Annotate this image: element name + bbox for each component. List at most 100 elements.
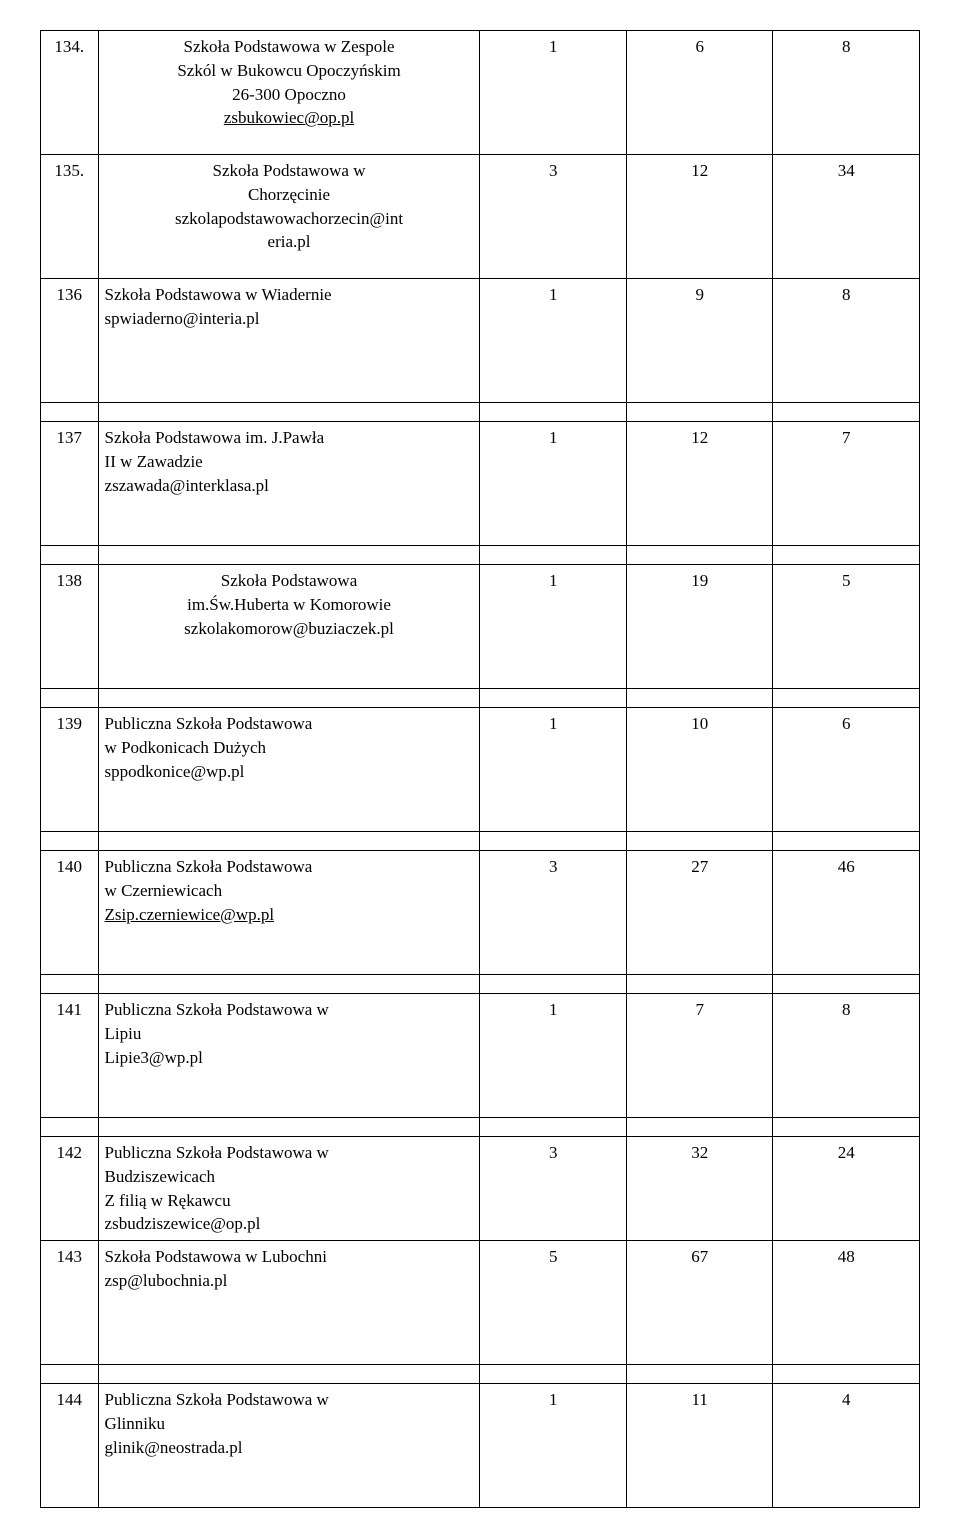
table-row: 139Publiczna Szkoła Podstawowaw Podkonic… [41,708,920,832]
value-a: 5 [480,1241,627,1365]
school-name-line: spwiaderno@interia.pl [105,307,474,331]
school-name-cell: Publiczna Szkoła Podstawowa wLipiuLipie3… [98,994,480,1118]
value-a: 3 [480,155,627,279]
school-name-line: w Podkonicach Dużych [105,736,474,760]
value-a: 1 [480,1384,627,1508]
value-b: 11 [626,1384,773,1508]
school-name-line: Szkoła Podstawowa w Wiadernie [105,283,474,307]
school-name-line: w Czerniewicach [105,879,474,903]
school-name-cell: Szkoła Podstawowa w Wiaderniespwiaderno@… [98,279,480,403]
table-row: 136Szkoła Podstawowa w Wiaderniespwiader… [41,279,920,403]
table-row: 135.Szkoła Podstawowa wChorzęcinieszkola… [41,155,920,279]
value-c: 46 [773,851,920,975]
page-container: 134.Szkoła Podstawowa w ZespoleSzkól w B… [0,0,960,1538]
value-c: 7 [773,422,920,546]
gap-row [41,975,920,994]
school-name-line: szkolapodstawowachorzecin@int [105,207,474,231]
school-name-line: Publiczna Szkoła Podstawowa w [105,998,474,1022]
school-name-line: zszawada@interklasa.pl [105,474,474,498]
table-row: 138Szkoła Podstawowaim.Św.Huberta w Komo… [41,565,920,689]
school-name-cell: Publiczna Szkoła Podstawowaw Podkonicach… [98,708,480,832]
school-name-line: eria.pl [105,230,474,254]
row-id: 144 [41,1384,99,1508]
value-a: 1 [480,422,627,546]
school-name-line: im.Św.Huberta w Komorowie [105,593,474,617]
school-name-cell: Szkoła Podstawowa w ZespoleSzkól w Bukow… [98,31,480,155]
gap-row [41,1365,920,1384]
value-c: 8 [773,279,920,403]
table-row: 134.Szkoła Podstawowa w ZespoleSzkól w B… [41,31,920,155]
value-a: 1 [480,994,627,1118]
table-row: 141Publiczna Szkoła Podstawowa wLipiuLip… [41,994,920,1118]
row-id: 135. [41,155,99,279]
row-id: 140 [41,851,99,975]
value-b: 12 [626,155,773,279]
row-id: 137 [41,422,99,546]
gap-row [41,403,920,422]
gap-row [41,546,920,565]
value-b: 67 [626,1241,773,1365]
row-id: 141 [41,994,99,1118]
value-c: 6 [773,708,920,832]
school-name-line: Publiczna Szkoła Podstawowa [105,712,474,736]
school-name-line: Szkoła Podstawowa [105,569,474,593]
school-name-line: II w Zawadzie [105,450,474,474]
value-a: 3 [480,851,627,975]
value-b: 10 [626,708,773,832]
school-name-line: szkolakomorow@buziaczek.pl [105,617,474,641]
school-name-cell: Publiczna Szkoła Podstawowa wGlinnikugli… [98,1384,480,1508]
school-name-line: Szkoła Podstawowa im. J.Pawła [105,426,474,450]
school-name-line: Z filią w Rękawcu [105,1189,474,1213]
school-name-cell: Szkoła Podstawowa w Lubochnizsp@lubochni… [98,1241,480,1365]
school-name-line: Szkól w Bukowcu Opoczyńskim [105,59,474,83]
table-row: 143Szkoła Podstawowa w Lubochnizsp@luboc… [41,1241,920,1365]
school-name-line: zsbudziszewice@op.pl [105,1212,474,1236]
school-name-line: glinik@neostrada.pl [105,1436,474,1460]
school-name-line: Lipie3@wp.pl [105,1046,474,1070]
value-c: 5 [773,565,920,689]
school-email-link[interactable]: zsbukowiec@op.pl [105,106,474,130]
value-c: 48 [773,1241,920,1365]
value-b: 27 [626,851,773,975]
value-a: 3 [480,1137,627,1241]
table-row: 137Szkoła Podstawowa im. J.PawłaII w Zaw… [41,422,920,546]
table-row: 142Publiczna Szkoła Podstawowa wBudzisze… [41,1137,920,1241]
school-name-cell: Szkoła Podstawowa wChorzęcinieszkolapods… [98,155,480,279]
row-id: 136 [41,279,99,403]
row-id: 143 [41,1241,99,1365]
value-b: 19 [626,565,773,689]
value-c: 8 [773,994,920,1118]
gap-row [41,1118,920,1137]
value-c: 34 [773,155,920,279]
value-c: 8 [773,31,920,155]
value-b: 6 [626,31,773,155]
row-id: 138 [41,565,99,689]
school-name-line: Publiczna Szkoła Podstawowa w [105,1388,474,1412]
school-name-line: 26-300 Opoczno [105,83,474,107]
value-c: 24 [773,1137,920,1241]
value-b: 32 [626,1137,773,1241]
row-id: 139 [41,708,99,832]
school-name-line: Szkoła Podstawowa w Zespole [105,35,474,59]
value-a: 1 [480,31,627,155]
value-b: 9 [626,279,773,403]
value-a: 1 [480,565,627,689]
school-name-cell: Szkoła Podstawowa im. J.PawłaII w Zawadz… [98,422,480,546]
row-id: 142 [41,1137,99,1241]
value-b: 12 [626,422,773,546]
gap-row [41,832,920,851]
school-name-line: Szkoła Podstawowa w [105,159,474,183]
school-name-line: Lipiu [105,1022,474,1046]
value-b: 7 [626,994,773,1118]
school-name-line: Szkoła Podstawowa w Lubochni [105,1245,474,1269]
school-name-line: Chorzęcinie [105,183,474,207]
school-email-link[interactable]: Zsip.czerniewice@wp.pl [105,903,474,927]
value-a: 1 [480,708,627,832]
school-name-line: sppodkonice@wp.pl [105,760,474,784]
school-name-line: zsp@lubochnia.pl [105,1269,474,1293]
table-row: 140Publiczna Szkoła Podstawowaw Czerniew… [41,851,920,975]
school-name-line: Budziszewicach [105,1165,474,1189]
gap-row [41,689,920,708]
school-name-cell: Publiczna Szkoła Podstawowa wBudziszewic… [98,1137,480,1241]
schools-table: 134.Szkoła Podstawowa w ZespoleSzkól w B… [40,30,920,1508]
